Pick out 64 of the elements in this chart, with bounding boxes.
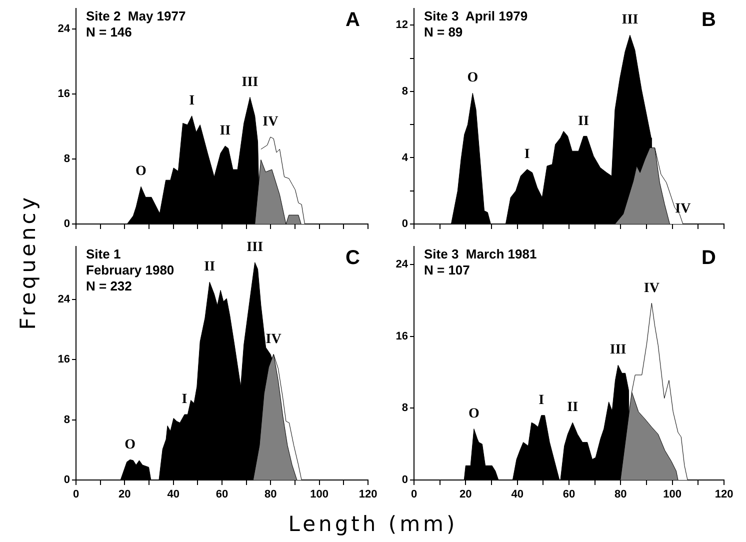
y-tick-label: 0 [402, 218, 408, 230]
text: Site 1 February 1980 [86, 246, 174, 278]
chart-title: Site 3 April 1979 [424, 8, 528, 24]
y-tick-label: 8 [402, 85, 408, 98]
text: N = 107 [424, 262, 470, 278]
x-tick-label: 40 [167, 488, 180, 501]
annotation: O [136, 164, 147, 180]
annotation: C [346, 247, 360, 270]
y-tick-label: 24 [58, 22, 71, 35]
x-tick-label: 120 [358, 488, 378, 501]
annotation: I [538, 392, 544, 408]
y-tick-label: 16 [58, 88, 70, 100]
annotation: IV [266, 332, 282, 347]
annotation: O [124, 437, 136, 452]
chart-title: Site 3 March 1981 [424, 246, 537, 262]
y-tick-label: 0 [64, 474, 70, 486]
annotation: III [246, 240, 264, 256]
annotation: II [220, 124, 231, 139]
x-tick-label: 0 [410, 488, 418, 501]
x-tick-label: 80 [614, 488, 627, 501]
x-tick-label: 80 [264, 488, 277, 501]
text: N = 232 [86, 278, 132, 294]
x-tick-label: 20 [460, 488, 472, 501]
y-tick-label: 4 [402, 152, 409, 164]
annotation: IV [262, 114, 278, 130]
annotation: I [182, 392, 188, 408]
y-tick-label: 24 [396, 258, 409, 271]
x-tick-label: 100 [663, 488, 682, 501]
x-tick-label: 20 [118, 488, 131, 501]
x-axis-title: Length (mm) [287, 512, 459, 536]
y-tick-label: 16 [396, 330, 408, 342]
annotation: A [346, 9, 360, 32]
x-tick-label: 40 [511, 488, 524, 501]
y-tick-label: 8 [64, 414, 70, 426]
y-tick-label: 0 [64, 218, 70, 230]
y-tick-label: 12 [396, 19, 408, 32]
annotation: I [189, 94, 195, 109]
annotation: IV [675, 202, 691, 217]
chart-title: Site 2 May 1977 [86, 8, 186, 24]
annotation: I [524, 146, 530, 162]
annotation: O [468, 406, 480, 422]
annotation: II [204, 260, 216, 275]
annotation: B [702, 9, 716, 32]
x-tick-label: 60 [562, 488, 576, 501]
y-tick-label: 8 [402, 402, 408, 414]
annotation: D [702, 247, 716, 270]
annotation: III [622, 12, 638, 28]
y-tick-label: 0 [402, 474, 408, 486]
annotation: III [610, 342, 626, 358]
x-tick-label: 0 [72, 488, 80, 501]
annotation: II [567, 400, 578, 416]
x-tick-label: 120 [714, 488, 734, 501]
text: N = 89 [424, 24, 463, 40]
y-tick-label: 24 [58, 293, 71, 306]
annotation: IV [644, 280, 660, 296]
x-tick-label: 100 [310, 488, 329, 501]
annotation: O [467, 70, 478, 86]
y-tick-label: 16 [58, 354, 70, 366]
annotation: III [242, 74, 258, 90]
text: N = 146 [86, 24, 132, 40]
x-tick-label: 60 [216, 488, 228, 501]
annotation: II [578, 114, 589, 129]
y-axis-title: Frequency [16, 193, 40, 332]
y-tick-label: 8 [64, 153, 70, 166]
